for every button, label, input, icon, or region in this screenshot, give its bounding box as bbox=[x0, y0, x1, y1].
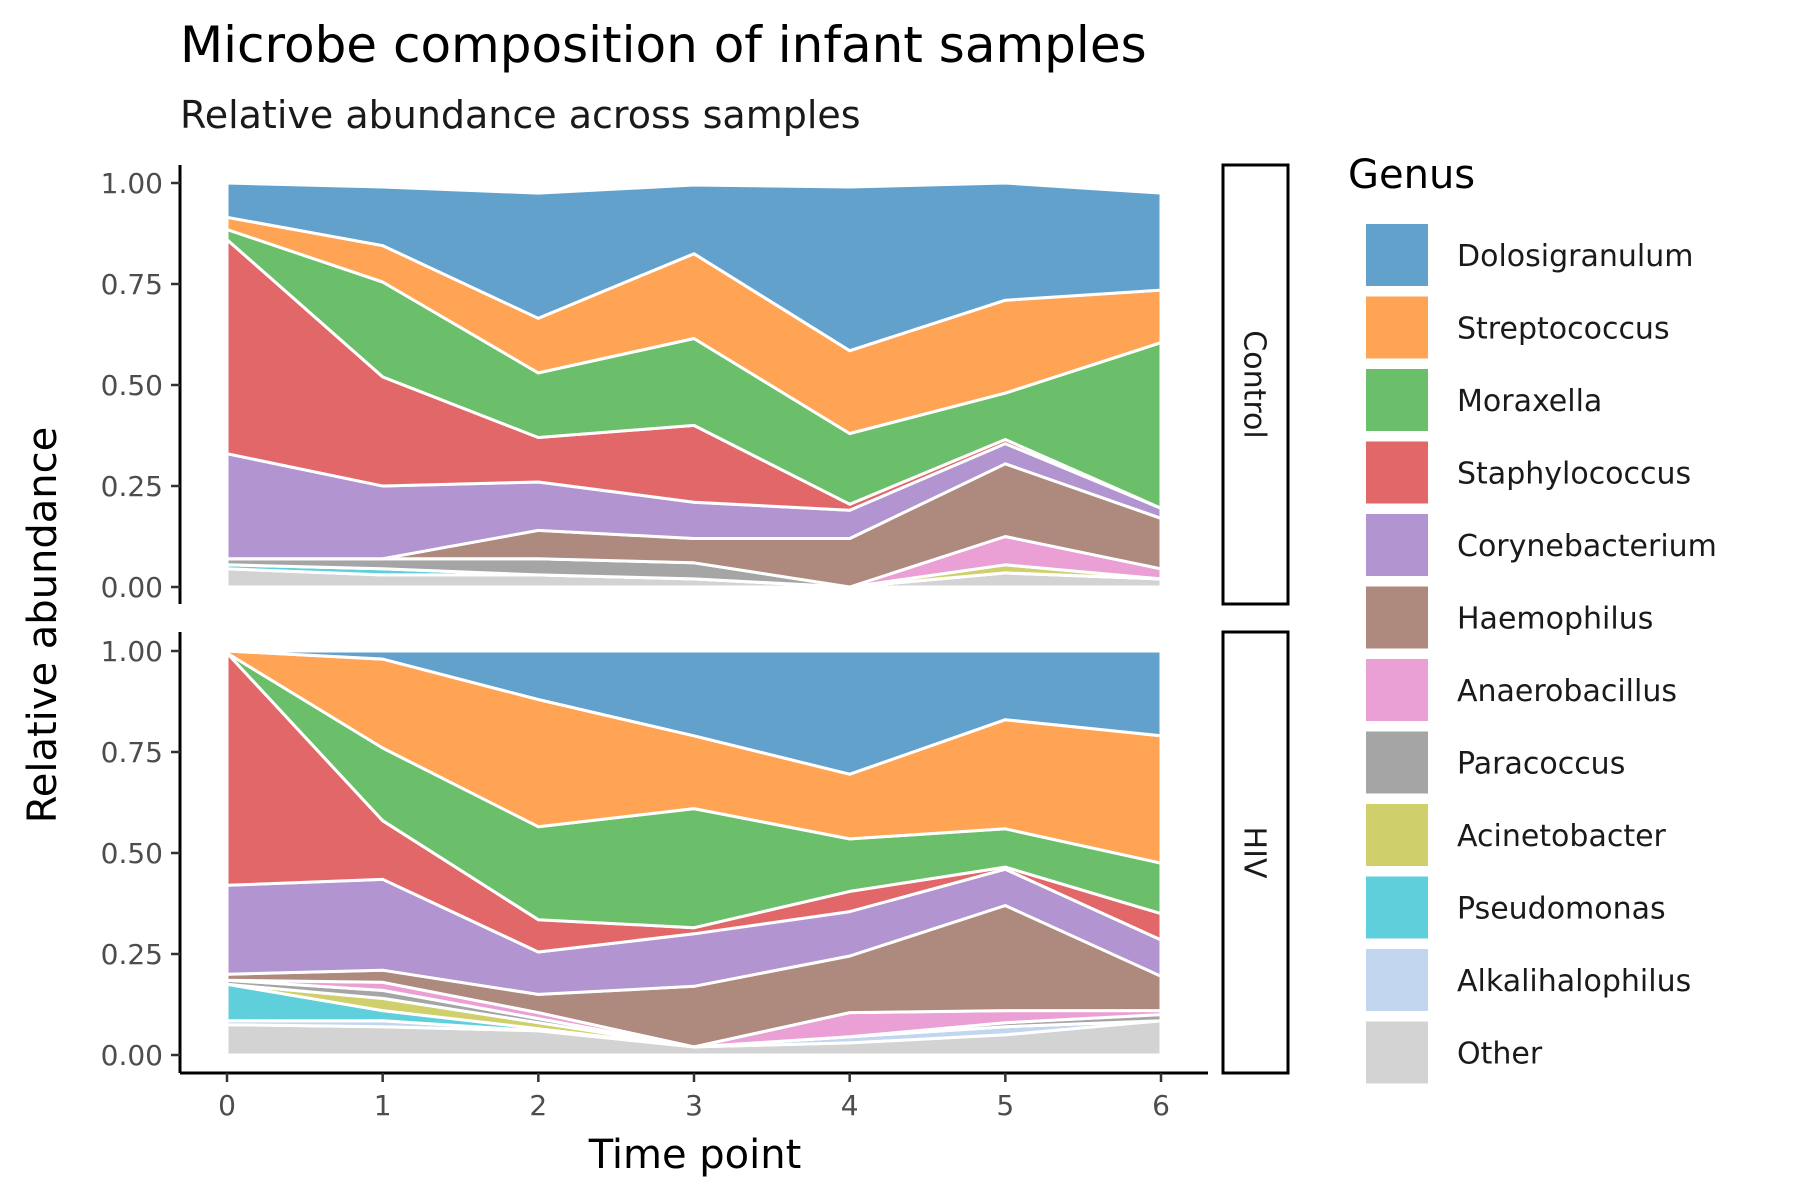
legend-item: Corynebacterium bbox=[1366, 514, 1717, 576]
facet-strip-label: Control bbox=[1237, 330, 1272, 438]
area-dolosigranulum-control bbox=[225, 181, 1163, 353]
legend-item: Acinetobacter bbox=[1366, 804, 1667, 866]
x-tick-label: 6 bbox=[1152, 1089, 1170, 1122]
facet-strip-hiv bbox=[1221, 630, 1290, 1075]
legend-key bbox=[1366, 731, 1428, 794]
legend-label: Haemophilus bbox=[1457, 602, 1653, 637]
legend-title: Genus bbox=[1348, 152, 1475, 198]
legend-label: Corynebacterium bbox=[1457, 529, 1717, 564]
legend-label: Paracoccus bbox=[1457, 747, 1625, 782]
legend-key bbox=[1366, 296, 1428, 359]
legend-key bbox=[1366, 224, 1428, 286]
legend-label: Alkalihalophilus bbox=[1457, 964, 1691, 999]
legend-label: Moraxella bbox=[1457, 384, 1602, 419]
legend-label: Anaerobacillus bbox=[1457, 674, 1677, 709]
y-tick-label: 0.75 bbox=[101, 268, 163, 301]
legend-label: Staphylococcus bbox=[1457, 457, 1691, 492]
legend-key bbox=[1366, 1021, 1428, 1084]
x-axis-title: Time point bbox=[588, 1132, 802, 1178]
x-tick-label: 2 bbox=[529, 1089, 547, 1122]
facet-strip-label: HIV bbox=[1237, 827, 1272, 879]
legend-key bbox=[1366, 514, 1428, 576]
y-tick-label: 0.00 bbox=[101, 1039, 163, 1072]
legend: Genus Dolosigranulum Streptococcus Moraxel… bbox=[1348, 152, 1717, 1084]
y-tick-label: 0.50 bbox=[101, 837, 163, 870]
area-layers bbox=[225, 649, 1163, 1057]
legend-key bbox=[1366, 586, 1428, 649]
facet-panels: 0.000.250.500.751.00Control0.000.250.500… bbox=[101, 163, 1290, 1122]
y-tick-label: 1.00 bbox=[101, 167, 163, 200]
legend-label: Dolosigranulum bbox=[1457, 239, 1693, 274]
x-axis: 0 1 2 3 4 5 6 bbox=[180, 1071, 1208, 1122]
legend-item: Staphylococcus bbox=[1366, 441, 1691, 504]
legend-key bbox=[1366, 441, 1428, 504]
legend-key bbox=[1366, 804, 1428, 866]
legend-item: Other bbox=[1366, 1021, 1543, 1084]
y-tick-label: 0.50 bbox=[101, 369, 163, 402]
legend-key bbox=[1366, 876, 1428, 939]
area-layers bbox=[225, 181, 1163, 589]
y-tick-label: 0.00 bbox=[101, 571, 163, 604]
legend-key bbox=[1366, 369, 1428, 431]
x-tick-label: 5 bbox=[996, 1089, 1014, 1122]
x-tick-label: 1 bbox=[374, 1089, 392, 1122]
y-tick-label: 1.00 bbox=[101, 635, 163, 668]
panel-control: 0.00 0.25 0.50 0.75 1.00 Control bbox=[101, 163, 1290, 606]
legend-label: Acinetobacter bbox=[1457, 819, 1667, 854]
legend-key bbox=[1366, 949, 1428, 1011]
y-tick-label: 0.75 bbox=[101, 736, 163, 769]
legend-item: Dolosigranulum bbox=[1366, 224, 1693, 286]
legend-item: Pseudomonas bbox=[1366, 876, 1666, 939]
area-dolosigranulum-hiv bbox=[225, 649, 1163, 776]
chart-title: Microbe composition of infant samples bbox=[180, 16, 1147, 74]
y-tick-label: 0.25 bbox=[101, 938, 163, 971]
facet-strip-control bbox=[1221, 163, 1290, 606]
chart-subtitle: Relative abundance across samples bbox=[180, 93, 861, 137]
x-tick-label: 3 bbox=[685, 1089, 703, 1122]
y-axis-title: Relative abundance bbox=[20, 427, 66, 823]
legend-label: Pseudomonas bbox=[1457, 892, 1666, 927]
legend-item: Anaerobacillus bbox=[1366, 659, 1677, 721]
legend-item: Streptococcus bbox=[1366, 296, 1670, 359]
x-tick-label: 4 bbox=[841, 1089, 859, 1122]
y-tick-label: 0.25 bbox=[101, 470, 163, 503]
x-tick-label: 0 bbox=[218, 1089, 236, 1122]
legend-item: Moraxella bbox=[1366, 369, 1602, 431]
legend-label: Streptococcus bbox=[1457, 312, 1670, 347]
legend-item: Alkalihalophilus bbox=[1366, 949, 1691, 1011]
panel-hiv: 0.00 0.25 0.50 0.75 1.00 HIV bbox=[101, 630, 1290, 1075]
legend-key bbox=[1366, 659, 1428, 721]
legend-label: Other bbox=[1457, 1037, 1543, 1072]
legend-item: Paracoccus bbox=[1366, 731, 1625, 794]
legend-item: Haemophilus bbox=[1366, 586, 1653, 649]
